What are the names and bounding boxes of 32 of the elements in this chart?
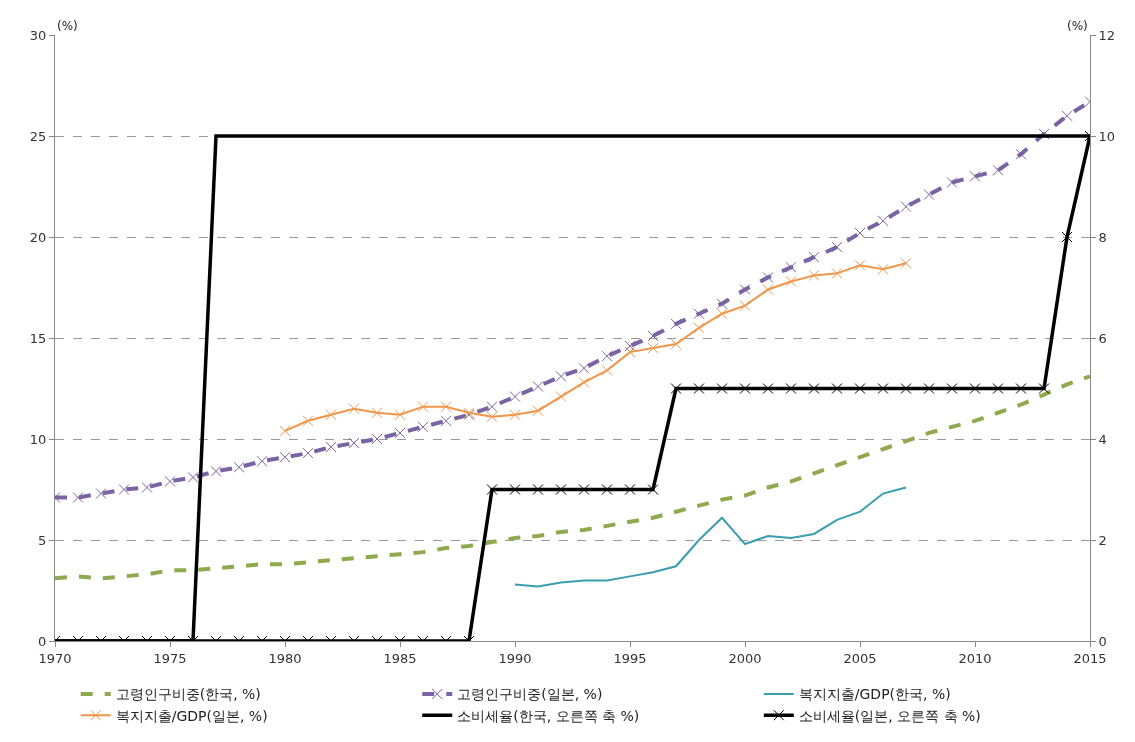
y-tick-label: 10 (29, 431, 47, 447)
y2-tick-label: 2 (1098, 532, 1107, 548)
y-tick-label: 0 (38, 633, 47, 649)
legend-label: 복지지출/GDP(일본, %) (115, 707, 268, 724)
x-tick-label: 1995 (613, 650, 647, 666)
legend-label: 소비세율(일본, 오른쪽 축 %) (798, 707, 981, 724)
x-tick-label: 1970 (38, 650, 72, 666)
legend-label: 고령인구비중(일본, %) (457, 686, 603, 703)
legend-label: 고령인구비중(한국, %) (115, 686, 261, 703)
x-tick-label: 2005 (843, 650, 877, 666)
legend-label: 소비세율(한국, 오른쪽 축 %) (457, 707, 640, 724)
x-tick-label: 1975 (153, 650, 187, 666)
y-axis-title: (%) (57, 19, 78, 33)
x-tick-label: 1990 (498, 650, 532, 666)
y2-tick-label: 4 (1098, 431, 1107, 447)
y-tick-label: 30 (29, 27, 47, 43)
y-tick-label: 25 (29, 128, 47, 144)
y2-axis-title: (%) (1067, 19, 1088, 33)
x-tick-label: 2000 (728, 650, 762, 666)
y2-tick-label: 8 (1098, 229, 1107, 245)
y-tick-label: 15 (29, 330, 47, 346)
x-tick-label: 2010 (958, 650, 992, 666)
y-tick-label: 20 (29, 229, 47, 245)
y2-tick-label: 12 (1098, 27, 1116, 43)
y2-tick-label: 10 (1098, 128, 1116, 144)
y-tick-label: 5 (38, 532, 47, 548)
x-tick-label: 2015 (1073, 650, 1107, 666)
y2-tick-label: 0 (1098, 633, 1107, 649)
y2-tick-label: 6 (1098, 330, 1107, 346)
x-tick-label: 1985 (383, 650, 417, 666)
legend-label: 복지지출/GDP(한국, %) (798, 686, 951, 703)
x-tick-label: 1980 (268, 650, 302, 666)
